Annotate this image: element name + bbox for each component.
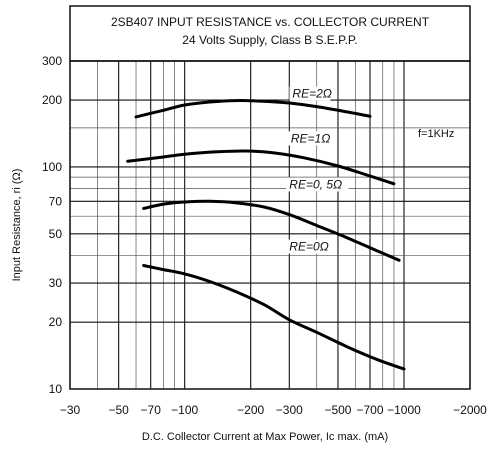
y-tick-labels: 10 20 30 50 70 100 200 300 [42,54,62,396]
y-tick-label: 50 [49,227,63,241]
series-line [134,99,372,119]
x-tick-label: −2000 [453,403,487,417]
curve-label-background [289,86,331,101]
y-tick-label: 300 [42,54,62,68]
x-tick-label: −200 [237,403,264,417]
y-tick-label: 10 [49,382,63,396]
x-tick-label: −700 [356,403,383,417]
x-axis-label: D.C. Collector Current at Max Power, Ic … [142,431,388,443]
x-tick-label: −50 [108,403,129,417]
y-tick-label: 200 [42,93,62,107]
curve-label-background [287,131,329,146]
y-axis-label: Input Resistance, ri (Ω) [11,169,23,282]
curve-label: RE=0, 5Ω [289,177,342,191]
x-tick-labels: −30 −50 −70 −100 −200 −300 −500 −700 −1000 −2000 [60,403,487,417]
y-tick-label: 100 [42,160,62,174]
x-tick-label: −500 [324,403,351,417]
x-tick-label: −1000 [387,403,421,417]
series [126,99,406,371]
curve-label: RE=2Ω [292,87,331,101]
curve-label: RE=0Ω [289,240,328,254]
plot-frame [69,60,471,390]
chart-title: 2SB407 INPUT RESISTANCE vs. COLLECTOR CU… [111,15,430,29]
series-line [126,149,396,186]
y-tick-label: 30 [49,276,63,290]
curve-label-background [286,239,328,254]
x-tick-label: −100 [171,403,198,417]
curve-labels: RE=2Ω RE=1Ω RE=0, 5Ω RE=0Ω [286,86,349,254]
frequency-annotation: f=1KHz [418,128,454,140]
series-line [142,264,406,371]
x-tick-label: −30 [60,403,81,417]
y-tick-label: 70 [49,194,63,208]
chart-subtitle: 24 Volts Supply, Class B S.E.P.P. [182,33,357,47]
x-tick-label: −70 [141,403,162,417]
curve-label-background [286,177,349,192]
curve-label: RE=1Ω [291,131,330,145]
y-tick-label: 20 [49,315,63,329]
series-line [142,199,401,262]
x-tick-label: −300 [276,403,303,417]
